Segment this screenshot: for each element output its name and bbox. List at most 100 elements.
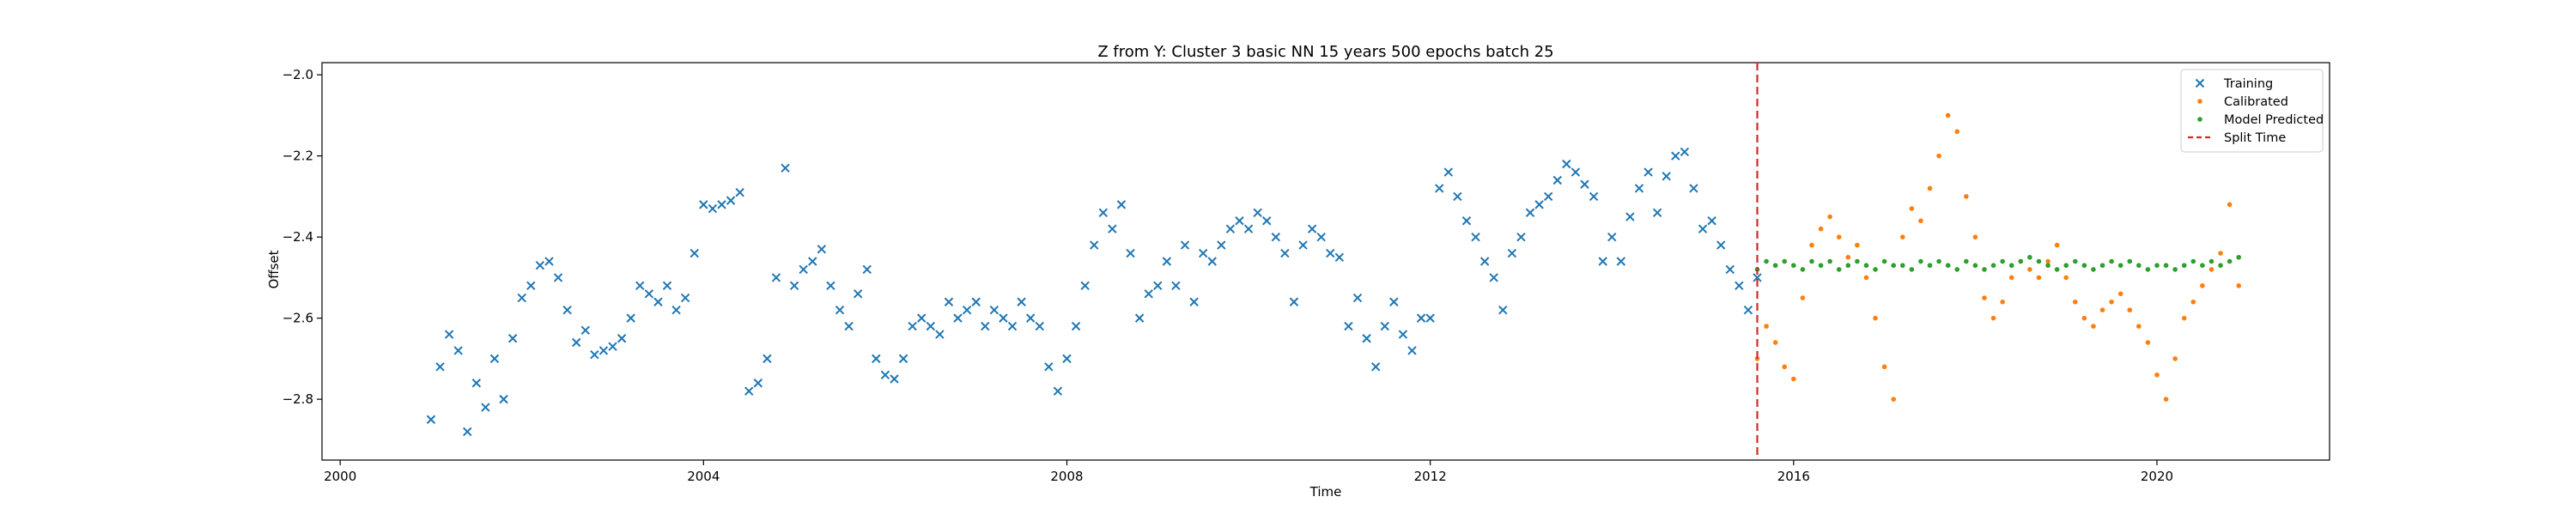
training-point [1035, 321, 1044, 331]
training-point [944, 297, 954, 306]
predicted-point [1881, 258, 1887, 264]
training-point [1062, 354, 1072, 364]
predicted-point [2081, 263, 2087, 269]
training-point [1189, 297, 1199, 306]
training-point [735, 187, 744, 197]
calibrated-point [2000, 299, 2005, 305]
calibrated-point [1855, 242, 1860, 248]
predicted-point [1827, 258, 1832, 264]
y-tick-label: −2.0 [283, 67, 313, 82]
training-point [1198, 248, 1208, 258]
training-point [789, 281, 799, 291]
training-point [1126, 248, 1135, 258]
training-point [1507, 248, 1517, 258]
calibrated-point [2136, 324, 2142, 329]
training-point [1716, 240, 1726, 250]
calibrated-point [2036, 275, 2042, 281]
predicted-point [1764, 258, 1769, 264]
predicted-point [1891, 263, 1896, 269]
training-point [1225, 224, 1236, 233]
calibrated-point [2117, 291, 2123, 297]
legend-label: Calibrated [2224, 95, 2288, 109]
predicted-point [1990, 263, 1996, 269]
training-point [853, 289, 863, 299]
calibrated-point [1936, 153, 1941, 159]
training-point [444, 330, 454, 339]
training-point [708, 203, 718, 214]
training-point [1144, 289, 1153, 299]
predicted-point [2018, 258, 2024, 264]
training-point [1134, 313, 1145, 323]
predicted-point [2163, 263, 2169, 269]
training-point [1326, 248, 1335, 258]
calibrated-point [2027, 267, 2032, 272]
training-point [1398, 330, 1408, 339]
y-tick-label: −2.6 [283, 311, 313, 326]
y-axis-label: Offset [266, 250, 282, 288]
series-training [426, 147, 1762, 437]
predicted-point [2072, 258, 2078, 264]
training-point [1217, 240, 1226, 250]
training-point [1562, 159, 1571, 169]
chart-title: Z from Y: Cluster 3 basic NN 15 years 50… [1097, 43, 1553, 61]
training-point [1416, 313, 1426, 323]
training-point [1753, 273, 1762, 282]
training-point [917, 313, 927, 323]
calibrated-point [2236, 283, 2242, 288]
training-point [1652, 208, 1662, 218]
training-point [644, 289, 654, 299]
training-point [1316, 232, 1326, 242]
calibrated-point [1827, 214, 1832, 220]
training-point [1534, 200, 1544, 209]
training-point [598, 346, 609, 355]
training-point [808, 257, 817, 266]
training-point [499, 394, 508, 404]
training-point [953, 313, 963, 323]
training-point [762, 354, 772, 364]
training-point [844, 321, 854, 331]
predicted-point [2091, 267, 2096, 272]
predicted-point [2208, 258, 2215, 264]
training-point [1607, 232, 1617, 242]
training-point [1489, 273, 1498, 282]
training-point [1380, 321, 1389, 331]
predicted-point [2190, 258, 2196, 264]
training-point [1516, 232, 1526, 242]
predicted-point [1899, 263, 1905, 269]
training-point [481, 403, 490, 412]
training-point [1262, 216, 1272, 226]
calibrated-point [1899, 234, 1905, 239]
predicted-point [2099, 263, 2105, 269]
predicted-point [1873, 267, 1878, 272]
x-tick-label: 2020 [2141, 469, 2173, 484]
training-point [962, 305, 972, 315]
calibrated-point [1909, 206, 1915, 211]
calibrated-point [2172, 356, 2178, 361]
calibrated-point [2154, 372, 2160, 378]
calibrated-point [2045, 258, 2050, 264]
training-point [1362, 334, 1371, 343]
calibrated-point [1818, 226, 1824, 232]
predicted-point [2117, 263, 2123, 269]
training-point [1689, 184, 1698, 193]
calibrated-point [2081, 315, 2087, 321]
training-point [1298, 240, 1308, 250]
training-point [1479, 257, 1490, 266]
training-point [1280, 248, 1290, 258]
predicted-point [2127, 258, 2133, 264]
training-point [1671, 151, 1680, 161]
training-point [1625, 212, 1635, 221]
calibrated-point [1863, 275, 1869, 281]
x-axis-label: Time [1309, 484, 1342, 500]
calibrated-point [1782, 364, 1788, 370]
predicted-point [2145, 267, 2151, 272]
training-point [1271, 232, 1281, 242]
calibrated-point [2163, 397, 2169, 402]
predicted-point [2063, 263, 2069, 269]
training-point [471, 379, 482, 388]
predicted-point [2027, 254, 2032, 260]
predicted-point [1800, 267, 1806, 272]
training-point [1443, 167, 1454, 177]
training-point [1471, 232, 1480, 242]
